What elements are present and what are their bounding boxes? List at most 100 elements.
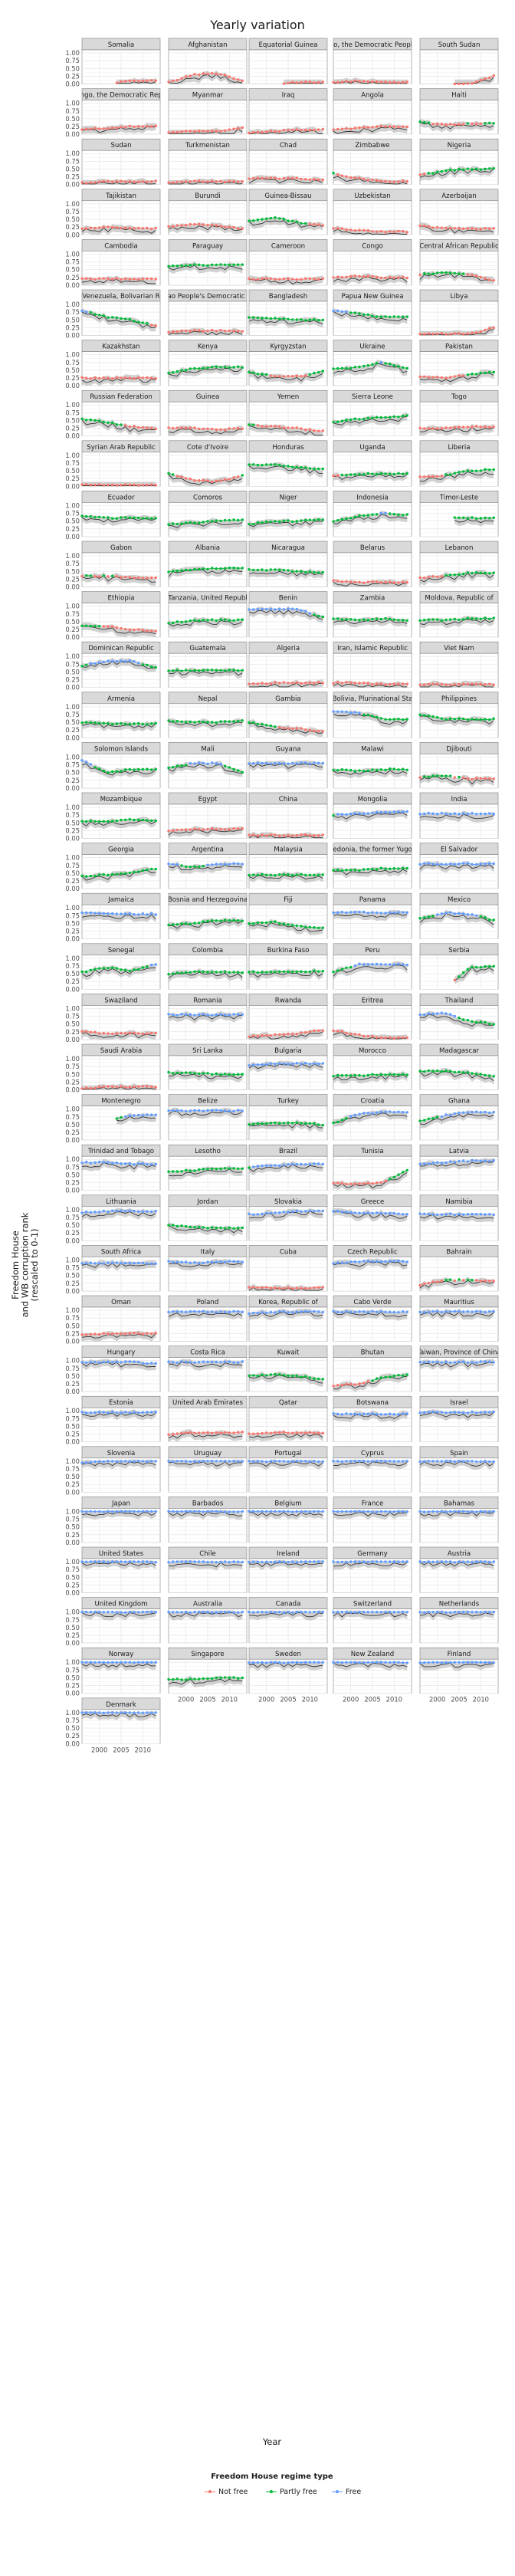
fh-point: [358, 472, 361, 476]
fh-point: [458, 573, 461, 577]
fh-point: [379, 1073, 382, 1076]
fh-point: [287, 833, 290, 837]
fh-point: [133, 425, 136, 428]
y-tick-label: 0.75: [65, 711, 80, 718]
fh-point: [340, 473, 343, 477]
fh-point: [282, 375, 285, 378]
y-tick-label: 0.50: [65, 115, 80, 123]
fh-point: [198, 1072, 201, 1076]
fh-point: [332, 367, 335, 370]
fh-point: [492, 167, 495, 170]
fh-point: [241, 518, 244, 521]
fh-point: [336, 173, 340, 176]
fh-point: [431, 1213, 435, 1216]
fh-point: [206, 827, 209, 831]
fh-point: [128, 317, 131, 320]
fh-point: [431, 774, 435, 777]
fh-point: [389, 416, 392, 419]
fh-point: [384, 1037, 387, 1040]
fh-point: [287, 1063, 290, 1066]
fh-point: [484, 718, 487, 721]
fh-point: [141, 426, 144, 429]
fh-point: [261, 1212, 264, 1216]
fh-regime-line: [284, 81, 323, 84]
fh-point: [371, 126, 374, 129]
fh-point: [402, 963, 405, 966]
fh-point: [389, 1310, 392, 1314]
fh-point: [349, 473, 353, 476]
fh-point: [332, 1121, 335, 1125]
fh-point: [241, 1260, 244, 1264]
y-tick-label: 0.75: [65, 459, 80, 467]
fh-point: [180, 864, 183, 867]
wb-corruption-line: [81, 968, 156, 978]
fh-point: [308, 222, 311, 226]
fh-point: [124, 483, 127, 486]
fh-point: [308, 128, 311, 132]
fh-point: [150, 1332, 153, 1336]
fh-point: [466, 682, 469, 686]
fh-point: [427, 1162, 430, 1165]
fh-point: [371, 768, 374, 771]
fh-point: [185, 180, 188, 183]
fh-point: [471, 373, 474, 376]
fh-point: [282, 1122, 285, 1125]
fh-point: [384, 125, 387, 128]
fh-point: [392, 1111, 395, 1114]
fh-point: [80, 227, 84, 230]
fh-point: [150, 963, 153, 967]
fh-point: [107, 873, 110, 877]
wb-corruption-ribbon: [169, 364, 243, 380]
panel-el-salvador: El Salvador: [418, 843, 499, 889]
fh-point: [317, 1209, 320, 1213]
fh-point: [418, 813, 422, 816]
fh-point: [336, 227, 340, 230]
fh-point: [291, 607, 294, 610]
fh-point: [358, 682, 361, 685]
fh-point: [366, 769, 369, 772]
fh-point: [128, 912, 131, 915]
fh-point: [458, 717, 461, 720]
fh-point: [462, 1071, 465, 1074]
fh-point: [269, 1286, 272, 1290]
fh-point: [431, 1117, 435, 1120]
fh-point: [120, 484, 123, 487]
fh-point: [252, 1122, 255, 1125]
fh-point: [211, 971, 214, 974]
fh-point: [358, 1310, 361, 1313]
fh-point: [484, 916, 487, 919]
fh-point: [252, 1165, 255, 1168]
fh-point: [111, 1032, 114, 1036]
fh-point: [295, 971, 298, 974]
fh-point: [392, 963, 395, 966]
y-tick-label: 0.50: [65, 567, 80, 575]
fh-point: [224, 863, 227, 866]
fh-point: [241, 474, 244, 477]
fh-point: [462, 333, 465, 336]
fh-point: [133, 1261, 136, 1265]
strip-label: Moldova, Republic of: [425, 595, 494, 603]
fh-point: [252, 922, 255, 925]
fh-point: [389, 1110, 392, 1113]
fh-point: [287, 176, 290, 179]
fh-point: [371, 472, 374, 475]
fh-point: [353, 366, 356, 369]
fh-point: [345, 517, 348, 521]
fh-point: [237, 971, 240, 974]
strip-label: Chad: [280, 142, 297, 150]
fh-point: [215, 1072, 218, 1076]
fh-point: [154, 665, 157, 669]
fh-point: [211, 1109, 214, 1112]
fh-point: [150, 278, 153, 281]
wb-corruption-line: [81, 661, 156, 669]
fh-point: [219, 1260, 222, 1263]
fh-point: [371, 963, 374, 966]
fh-point: [224, 330, 227, 333]
strip-label: Macedonia, the former Yugoslav: [320, 846, 425, 854]
fh-point: [295, 81, 298, 84]
fh-point: [274, 1164, 277, 1167]
wb-corruption-ribbon: [420, 1068, 494, 1085]
fh-point: [453, 812, 456, 815]
